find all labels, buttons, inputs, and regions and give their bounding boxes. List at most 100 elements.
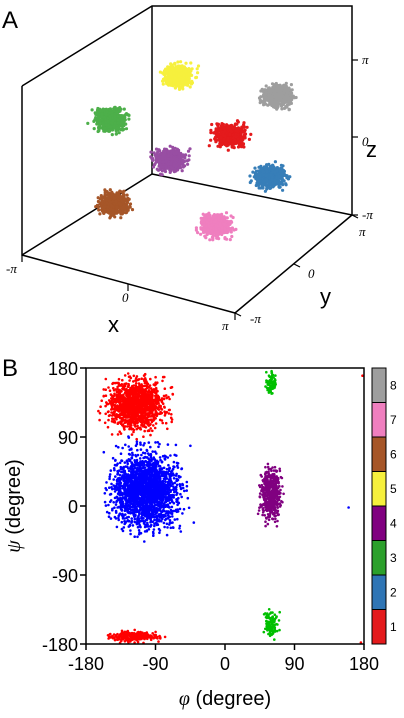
cluster-point [217, 237, 221, 241]
cluster-point [209, 226, 213, 230]
cluster-point [206, 231, 211, 235]
cluster-point [240, 144, 244, 148]
cluster-point [114, 209, 118, 213]
cluster-point [263, 100, 267, 104]
scatter-point [134, 382, 138, 385]
cluster-point [97, 129, 101, 133]
cluster-point [169, 63, 173, 67]
cluster-point [101, 123, 105, 127]
scatter-point [154, 388, 158, 391]
cluster-point [289, 98, 293, 102]
cluster-point [272, 92, 276, 96]
scatter-point [154, 375, 157, 379]
cluster-point [109, 128, 113, 132]
cluster-point [196, 71, 200, 75]
cluster-point [245, 125, 249, 129]
cluster-point [215, 234, 219, 238]
cluster-point [199, 226, 203, 230]
cluster-point [287, 107, 291, 111]
cluster-point [112, 196, 116, 200]
cluster-point [179, 85, 183, 89]
cluster-state-6 [94, 188, 135, 220]
cluster-point [284, 84, 288, 88]
cluster-point [161, 157, 165, 161]
y-tick-pi [351, 214, 359, 219]
cluster-point [165, 75, 169, 79]
cluster-point [110, 133, 114, 137]
cluster-point [161, 82, 165, 86]
cluster-point [278, 102, 282, 106]
cluster-point [108, 108, 112, 112]
box-back-frame [21, 5, 353, 215]
cluster-point [207, 218, 211, 222]
cluster-point [109, 194, 113, 198]
scatter-point [111, 381, 115, 385]
cluster-point [187, 154, 191, 158]
cluster-point [116, 107, 120, 111]
cluster-point [190, 81, 194, 85]
cluster-point [230, 234, 234, 239]
scatter-point [132, 380, 135, 383]
cluster-point [190, 73, 194, 77]
cluster-point [184, 61, 188, 65]
cluster-point [266, 103, 270, 107]
cluster-point [277, 174, 281, 179]
cluster-point [248, 174, 252, 178]
cluster-point [202, 217, 206, 221]
cluster-point [161, 160, 166, 164]
cluster-point [181, 153, 185, 157]
y-tick-label-neg-pi: -π [250, 311, 261, 326]
cluster-point [173, 75, 177, 80]
x-tick-label-pi: π [222, 318, 229, 333]
z-tick-label-0: 0 [362, 134, 369, 149]
cluster-point [116, 118, 120, 122]
cluster-point [287, 100, 291, 105]
cluster-point [279, 98, 283, 102]
cluster-point [280, 107, 284, 111]
cluster-point [264, 174, 268, 178]
cluster-point [121, 205, 125, 209]
cluster-point [273, 160, 277, 164]
cluster-point [210, 230, 214, 234]
cluster-point [210, 235, 214, 239]
cluster-point [102, 211, 106, 215]
cluster-point [108, 111, 112, 115]
cluster-point [229, 228, 233, 232]
cluster-point [112, 109, 116, 113]
cluster-point [113, 121, 117, 125]
cluster-point [229, 123, 234, 127]
cluster-point [236, 126, 240, 130]
cluster-point [175, 158, 179, 162]
cluster-point [240, 140, 244, 144]
scatter-cluster-1 [97, 372, 175, 441]
cluster-point [195, 67, 199, 71]
cluster-point [227, 142, 231, 146]
cluster-point [202, 220, 206, 224]
panel-a-label: A [2, 7, 18, 34]
cluster-point [227, 220, 231, 224]
cluster-point [228, 132, 232, 137]
cluster-point [175, 68, 179, 72]
cluster-point [264, 84, 268, 88]
cluster-point [273, 170, 277, 174]
cluster-point [229, 214, 233, 218]
cluster-point [271, 89, 275, 93]
cluster-point [117, 109, 121, 113]
cluster-point [292, 96, 296, 100]
cluster-point [286, 177, 290, 181]
cluster-point [169, 79, 173, 83]
cluster-point [103, 126, 107, 130]
cluster-point [219, 135, 223, 140]
cluster-point [180, 80, 184, 84]
cluster-point [217, 128, 221, 132]
cluster-point [175, 66, 179, 70]
cluster-point [116, 191, 120, 195]
cluster-point [90, 108, 94, 112]
cluster-point [207, 144, 211, 148]
cluster-point [122, 107, 126, 111]
cluster-point [178, 77, 182, 81]
cluster-point [214, 131, 218, 135]
cluster-point [228, 238, 232, 242]
cluster-point [282, 106, 287, 110]
scatter-point [110, 433, 114, 436]
